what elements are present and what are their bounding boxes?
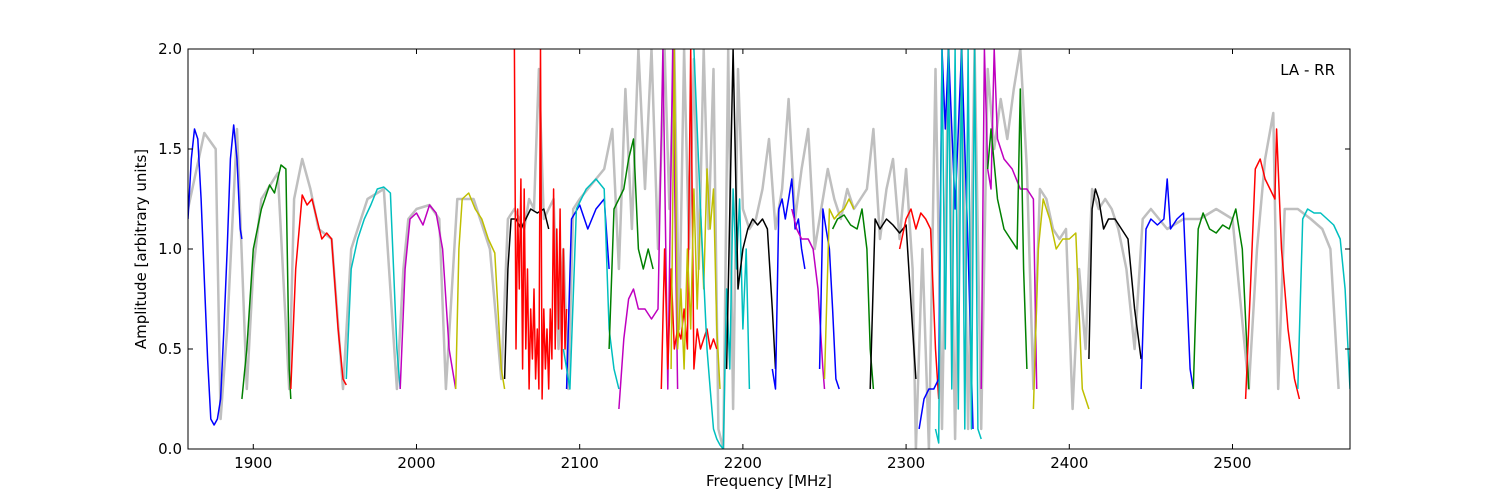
series-line-24 (918, 49, 974, 430)
series-line-11 (608, 138, 654, 350)
series-line-4 (345, 186, 401, 390)
series-line-32 (1244, 128, 1301, 400)
series-line-25 (934, 49, 982, 444)
axis-ticks: 1900 2000 2100 2200 2300 2400 2500 0.0 0.5 1.0 1.5… (158, 40, 1350, 472)
y-axis-title: Amplitude [arbitrary units] (132, 149, 150, 349)
x-tick-label: 2100 (561, 454, 599, 472)
x-tick-label: 1900 (234, 454, 272, 472)
series-line-21 (831, 208, 875, 390)
x-axis-title: Frequency [MHz] (706, 472, 832, 490)
series-line-5 (399, 204, 457, 390)
x-tick-label: 2200 (724, 454, 762, 472)
series-line-28 (1032, 198, 1090, 410)
x-tick-label: 2400 (1050, 454, 1088, 472)
series-line-33 (1297, 208, 1350, 390)
series-line-2 (241, 164, 292, 400)
series-line-1 (188, 124, 243, 426)
series-line-27 (986, 88, 1028, 370)
series-line-20 (823, 198, 855, 380)
series-line-6 (454, 192, 506, 390)
corner-annotation: LA - RR (1280, 61, 1335, 79)
series-line-3 (290, 194, 347, 390)
background-trace-layer (188, 49, 1340, 449)
y-tick-label: 2.0 (158, 40, 182, 58)
series-line-14 (670, 49, 721, 390)
series-layer (188, 49, 1350, 449)
y-tick-label: 1.5 (158, 140, 182, 158)
series-line-17 (771, 178, 806, 390)
series-line-10 (562, 178, 620, 390)
x-tick-label: 2500 (1213, 454, 1251, 472)
background-trace (188, 49, 1340, 449)
series-line-26 (980, 49, 1038, 390)
series-line-18 (791, 208, 826, 390)
series-line-16 (725, 49, 777, 370)
x-tick-label: 2000 (397, 454, 435, 472)
x-tick-label: 2300 (887, 454, 925, 472)
y-tick-label: 0.0 (158, 440, 182, 458)
series-line-29 (1088, 188, 1142, 360)
y-tick-label: 0.5 (158, 340, 182, 358)
y-tick-label: 1.0 (158, 240, 182, 258)
series-line-19 (818, 208, 840, 390)
series-line-23 (898, 208, 940, 400)
series-line-22 (869, 218, 917, 390)
series-line-31 (1192, 208, 1250, 390)
series-line-13 (660, 49, 718, 390)
series-line-8 (513, 49, 568, 400)
series-line-30 (1140, 178, 1195, 390)
